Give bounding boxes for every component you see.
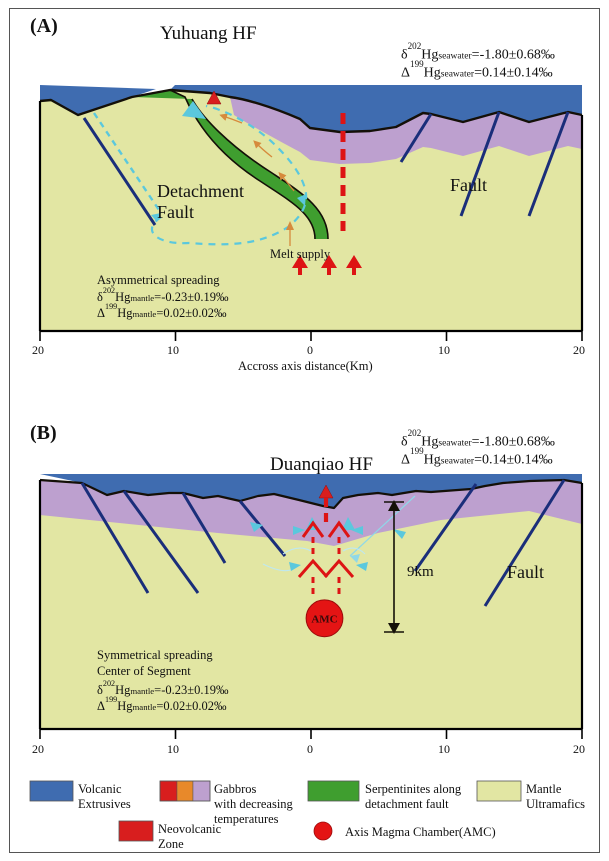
svg-text:AMC: AMC	[311, 614, 337, 626]
